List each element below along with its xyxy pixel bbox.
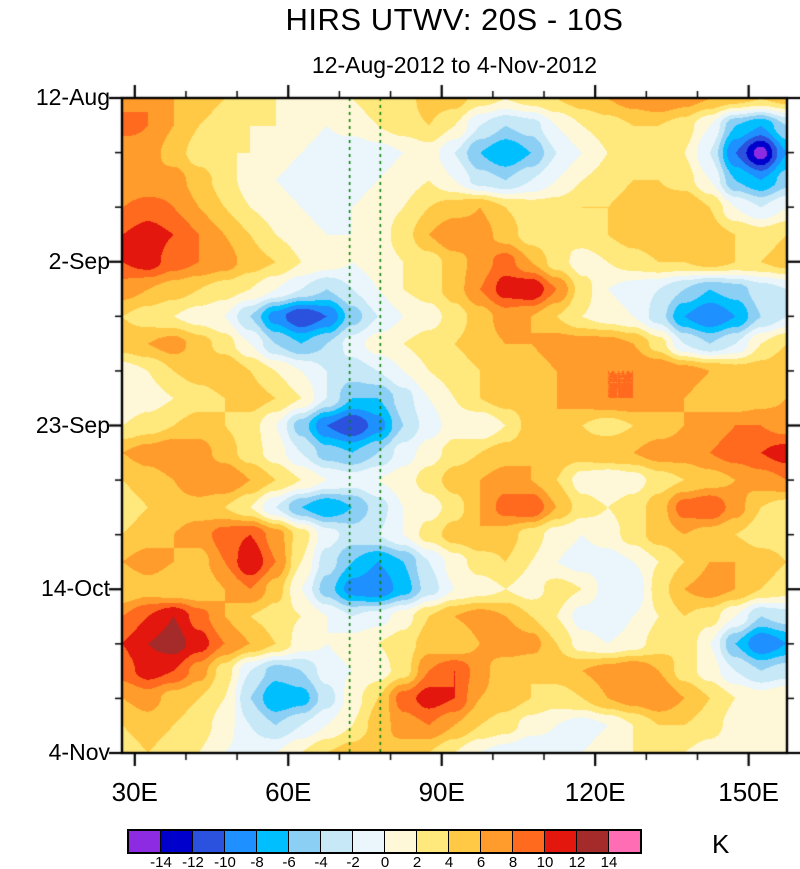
colorbar-cell	[577, 831, 609, 852]
colorbar-cells	[127, 829, 642, 854]
colorbar-cell	[129, 831, 161, 852]
colorbar-cell	[225, 831, 257, 852]
colorbar-cell	[161, 831, 193, 852]
colorbar-cell	[353, 831, 385, 852]
colorbar-cell	[289, 831, 321, 852]
colorbar-cell	[385, 831, 417, 852]
colorbar-cell	[481, 831, 513, 852]
colorbar-cell	[321, 831, 353, 852]
colorbar-cell	[545, 831, 577, 852]
colorbar-cell	[257, 831, 289, 852]
colorbar-cell	[609, 831, 640, 852]
chart-title: HIRS UTWV: 20S - 10S	[285, 2, 624, 37]
colorbar-unit-label: K	[712, 829, 730, 859]
colorbar-cell	[449, 831, 481, 852]
chart-subtitle: 12-Aug-2012 to 4-Nov-2012	[311, 52, 598, 78]
colorbar-cell	[193, 831, 225, 852]
colorbar-cell	[417, 831, 449, 852]
colorbar-cell	[513, 831, 545, 852]
